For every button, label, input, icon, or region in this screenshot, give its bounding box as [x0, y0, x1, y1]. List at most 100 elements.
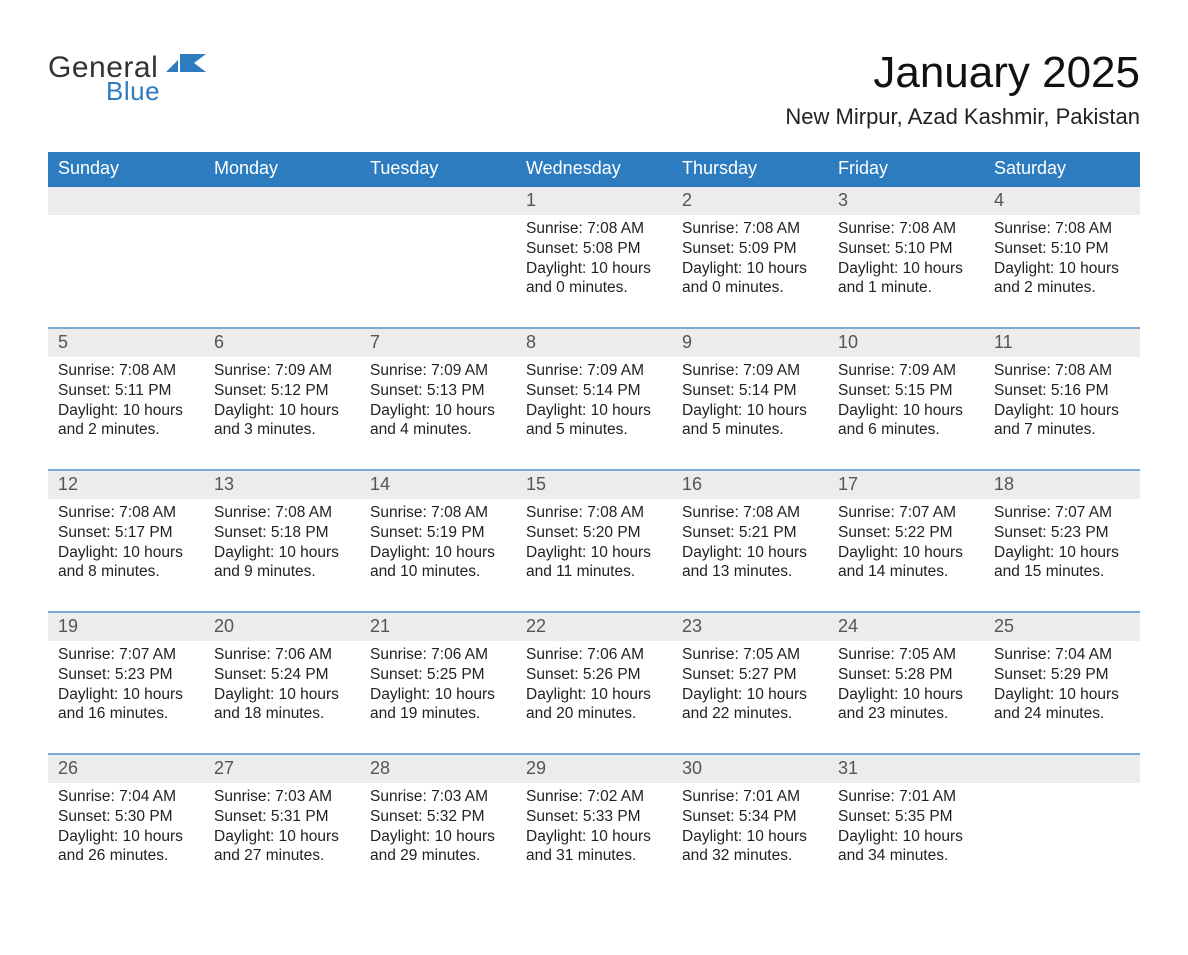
day-of-week-cell: Wednesday [516, 152, 672, 187]
month-title: January 2025 [785, 48, 1140, 98]
title-block: January 2025 New Mirpur, Azad Kashmir, P… [785, 48, 1140, 130]
daylight-line: Daylight: 10 hours and 23 minutes. [838, 685, 974, 725]
day-body-row: Sunrise: 7:04 AMSunset: 5:30 PMDaylight:… [48, 783, 1140, 895]
sunset-line: Sunset: 5:26 PM [526, 665, 662, 685]
sunrise-line: Sunrise: 7:06 AM [526, 645, 662, 665]
day-number: 4 [984, 187, 1140, 215]
day-cell: Sunrise: 7:02 AMSunset: 5:33 PMDaylight:… [516, 783, 672, 867]
sunset-line: Sunset: 5:22 PM [838, 523, 974, 543]
daylight-line: Daylight: 10 hours and 11 minutes. [526, 543, 662, 583]
day-cell: Sunrise: 7:05 AMSunset: 5:27 PMDaylight:… [672, 641, 828, 725]
daylight-line: Daylight: 10 hours and 14 minutes. [838, 543, 974, 583]
day-number: 15 [516, 471, 672, 499]
day-cell: Sunrise: 7:09 AMSunset: 5:14 PMDaylight:… [672, 357, 828, 441]
daylight-line: Daylight: 10 hours and 20 minutes. [526, 685, 662, 725]
sunrise-line: Sunrise: 7:09 AM [682, 361, 818, 381]
sunset-line: Sunset: 5:25 PM [370, 665, 506, 685]
sunset-line: Sunset: 5:35 PM [838, 807, 974, 827]
day-cell: Sunrise: 7:09 AMSunset: 5:14 PMDaylight:… [516, 357, 672, 441]
sunrise-line: Sunrise: 7:04 AM [994, 645, 1130, 665]
day-cell: Sunrise: 7:08 AMSunset: 5:21 PMDaylight:… [672, 499, 828, 583]
day-number: 13 [204, 471, 360, 499]
day-cell: Sunrise: 7:03 AMSunset: 5:31 PMDaylight:… [204, 783, 360, 867]
day-number: 10 [828, 329, 984, 357]
day-cell: Sunrise: 7:08 AMSunset: 5:10 PMDaylight:… [828, 215, 984, 299]
day-cell: Sunrise: 7:09 AMSunset: 5:13 PMDaylight:… [360, 357, 516, 441]
sunrise-line: Sunrise: 7:05 AM [838, 645, 974, 665]
sunrise-line: Sunrise: 7:07 AM [58, 645, 194, 665]
daylight-line: Daylight: 10 hours and 32 minutes. [682, 827, 818, 867]
daylight-line: Daylight: 10 hours and 15 minutes. [994, 543, 1130, 583]
day-cell: Sunrise: 7:07 AMSunset: 5:23 PMDaylight:… [984, 499, 1140, 583]
brand-logo: General Blue [48, 48, 208, 103]
daylight-line: Daylight: 10 hours and 22 minutes. [682, 685, 818, 725]
sunset-line: Sunset: 5:31 PM [214, 807, 350, 827]
sunset-line: Sunset: 5:32 PM [370, 807, 506, 827]
day-cell: Sunrise: 7:08 AMSunset: 5:17 PMDaylight:… [48, 499, 204, 583]
day-cell: Sunrise: 7:08 AMSunset: 5:09 PMDaylight:… [672, 215, 828, 299]
sunset-line: Sunset: 5:11 PM [58, 381, 194, 401]
flag-icon [166, 54, 208, 80]
daylight-line: Daylight: 10 hours and 27 minutes. [214, 827, 350, 867]
day-number: 12 [48, 471, 204, 499]
sunrise-line: Sunrise: 7:09 AM [838, 361, 974, 381]
day-number-strip: 12131415161718 [48, 471, 1140, 499]
day-cell [984, 783, 1140, 867]
day-number: 28 [360, 755, 516, 783]
header: General Blue January 2025 New Mirpur, Az… [48, 48, 1140, 130]
daylight-line: Daylight: 10 hours and 1 minute. [838, 259, 974, 299]
day-cell: Sunrise: 7:08 AMSunset: 5:18 PMDaylight:… [204, 499, 360, 583]
week-row: 262728293031Sunrise: 7:04 AMSunset: 5:30… [48, 753, 1140, 895]
sunrise-line: Sunrise: 7:08 AM [994, 219, 1130, 239]
day-number: 24 [828, 613, 984, 641]
sunrise-line: Sunrise: 7:09 AM [370, 361, 506, 381]
sunrise-line: Sunrise: 7:08 AM [370, 503, 506, 523]
daylight-line: Daylight: 10 hours and 5 minutes. [526, 401, 662, 441]
daylight-line: Daylight: 10 hours and 5 minutes. [682, 401, 818, 441]
sunrise-line: Sunrise: 7:09 AM [214, 361, 350, 381]
brand-text: General Blue [48, 54, 160, 103]
day-cell: Sunrise: 7:08 AMSunset: 5:19 PMDaylight:… [360, 499, 516, 583]
calendar-page: General Blue January 2025 New Mirpur, Az… [0, 0, 1188, 955]
day-cell: Sunrise: 7:08 AMSunset: 5:08 PMDaylight:… [516, 215, 672, 299]
day-number [204, 187, 360, 215]
daylight-line: Daylight: 10 hours and 24 minutes. [994, 685, 1130, 725]
sunset-line: Sunset: 5:14 PM [682, 381, 818, 401]
day-number: 23 [672, 613, 828, 641]
day-number: 29 [516, 755, 672, 783]
week-row: 567891011Sunrise: 7:08 AMSunset: 5:11 PM… [48, 327, 1140, 469]
sunrise-line: Sunrise: 7:01 AM [682, 787, 818, 807]
sunrise-line: Sunrise: 7:01 AM [838, 787, 974, 807]
sunset-line: Sunset: 5:15 PM [838, 381, 974, 401]
daylight-line: Daylight: 10 hours and 3 minutes. [214, 401, 350, 441]
day-body-row: Sunrise: 7:08 AMSunset: 5:08 PMDaylight:… [48, 215, 1140, 327]
sunset-line: Sunset: 5:23 PM [994, 523, 1130, 543]
sunrise-line: Sunrise: 7:08 AM [526, 503, 662, 523]
sunset-line: Sunset: 5:30 PM [58, 807, 194, 827]
day-number: 16 [672, 471, 828, 499]
weeks-container: 1234Sunrise: 7:08 AMSunset: 5:08 PMDayli… [48, 187, 1140, 895]
day-number-strip: 19202122232425 [48, 613, 1140, 641]
daylight-line: Daylight: 10 hours and 0 minutes. [526, 259, 662, 299]
daylight-line: Daylight: 10 hours and 18 minutes. [214, 685, 350, 725]
daylight-line: Daylight: 10 hours and 19 minutes. [370, 685, 506, 725]
sunrise-line: Sunrise: 7:08 AM [682, 219, 818, 239]
day-cell: Sunrise: 7:01 AMSunset: 5:35 PMDaylight:… [828, 783, 984, 867]
day-cell: Sunrise: 7:08 AMSunset: 5:16 PMDaylight:… [984, 357, 1140, 441]
sunrise-line: Sunrise: 7:06 AM [370, 645, 506, 665]
sunset-line: Sunset: 5:24 PM [214, 665, 350, 685]
sunset-line: Sunset: 5:29 PM [994, 665, 1130, 685]
daylight-line: Daylight: 10 hours and 9 minutes. [214, 543, 350, 583]
sunset-line: Sunset: 5:17 PM [58, 523, 194, 543]
day-cell: Sunrise: 7:07 AMSunset: 5:22 PMDaylight:… [828, 499, 984, 583]
sunset-line: Sunset: 5:18 PM [214, 523, 350, 543]
day-cell [204, 215, 360, 299]
day-cell: Sunrise: 7:09 AMSunset: 5:12 PMDaylight:… [204, 357, 360, 441]
calendar-grid: SundayMondayTuesdayWednesdayThursdayFrid… [48, 152, 1140, 895]
day-number: 27 [204, 755, 360, 783]
sunset-line: Sunset: 5:23 PM [58, 665, 194, 685]
day-cell: Sunrise: 7:04 AMSunset: 5:30 PMDaylight:… [48, 783, 204, 867]
day-number: 2 [672, 187, 828, 215]
day-number-strip: 262728293031 [48, 755, 1140, 783]
daylight-line: Daylight: 10 hours and 26 minutes. [58, 827, 194, 867]
